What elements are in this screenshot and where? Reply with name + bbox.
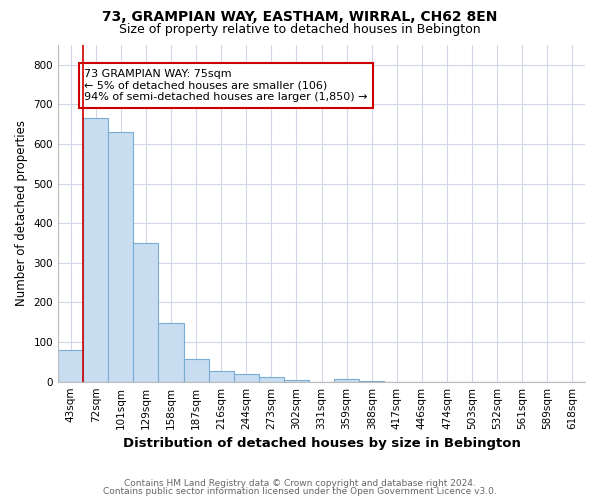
Bar <box>334 378 359 382</box>
Bar <box>108 132 133 382</box>
Bar <box>133 243 158 382</box>
X-axis label: Distribution of detached houses by size in Bebington: Distribution of detached houses by size … <box>122 437 520 450</box>
Bar <box>158 323 184 382</box>
Bar <box>259 376 284 382</box>
Bar <box>83 118 108 382</box>
Text: Contains public sector information licensed under the Open Government Licence v3: Contains public sector information licen… <box>103 487 497 496</box>
Bar <box>209 371 233 382</box>
Text: Size of property relative to detached houses in Bebington: Size of property relative to detached ho… <box>119 22 481 36</box>
Bar <box>184 358 209 382</box>
Bar <box>233 374 259 382</box>
Text: 73 GRAMPIAN WAY: 75sqm
← 5% of detached houses are smaller (106)
94% of semi-det: 73 GRAMPIAN WAY: 75sqm ← 5% of detached … <box>85 69 368 102</box>
Bar <box>284 380 309 382</box>
Y-axis label: Number of detached properties: Number of detached properties <box>15 120 28 306</box>
Text: Contains HM Land Registry data © Crown copyright and database right 2024.: Contains HM Land Registry data © Crown c… <box>124 478 476 488</box>
Bar <box>58 350 83 382</box>
Text: 73, GRAMPIAN WAY, EASTHAM, WIRRAL, CH62 8EN: 73, GRAMPIAN WAY, EASTHAM, WIRRAL, CH62 … <box>103 10 497 24</box>
